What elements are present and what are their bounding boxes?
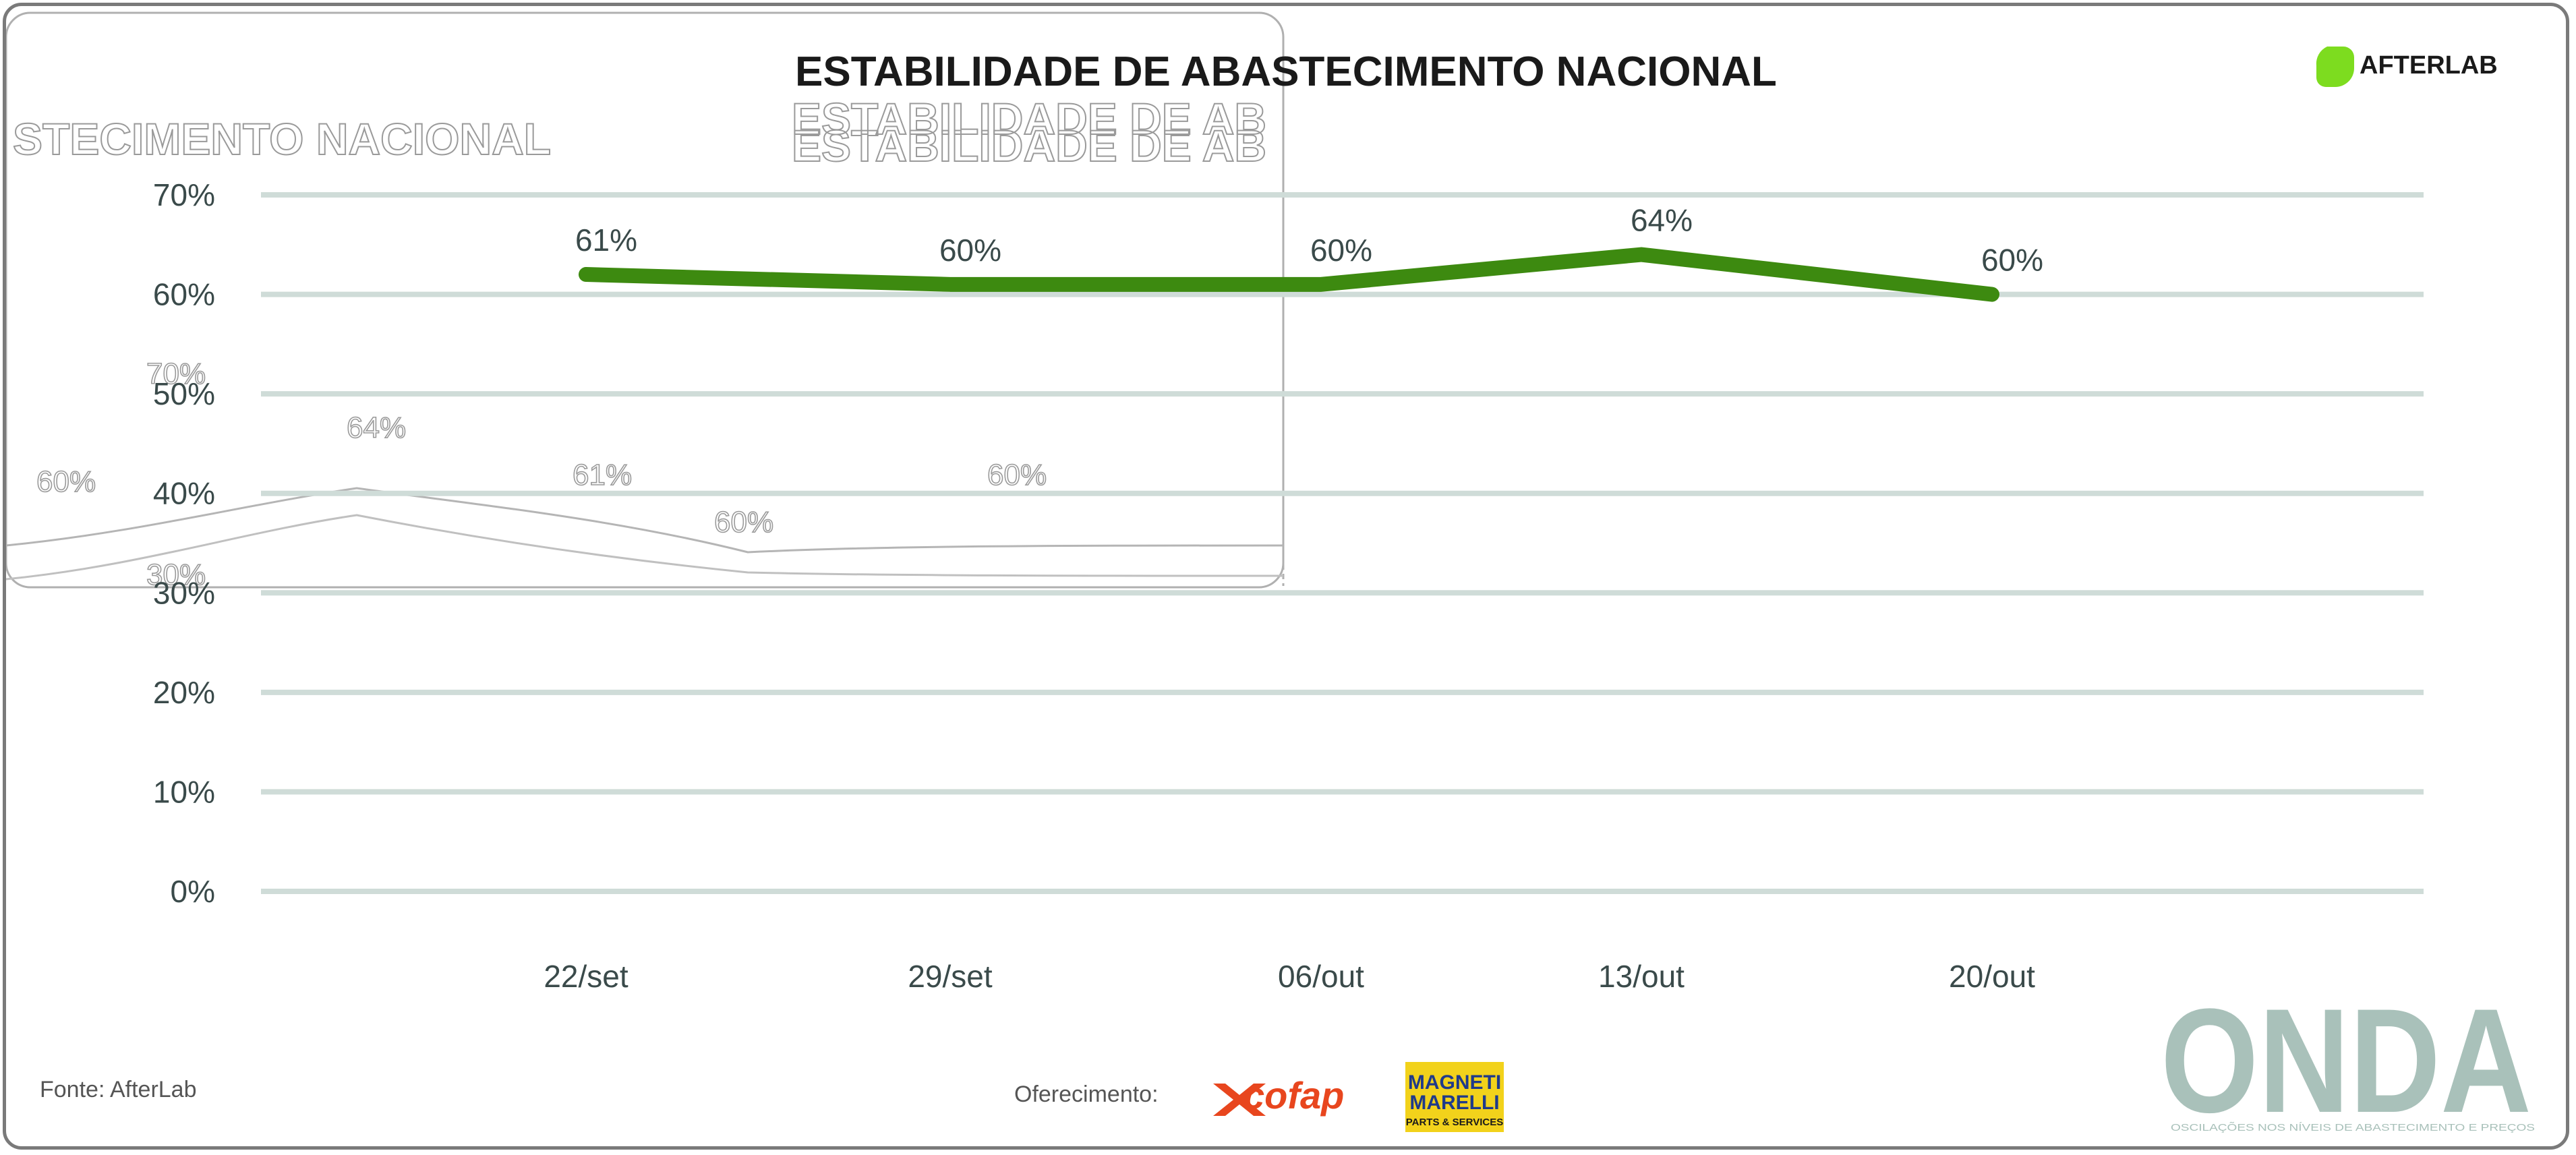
- ghost-label: 61%: [573, 458, 632, 492]
- ghost-line-1: [6, 487, 1284, 554]
- ghost-label: 30%: [146, 558, 206, 591]
- x-tick-label: 13/out: [1598, 959, 1685, 994]
- y-tick-label: 40%: [153, 476, 215, 511]
- onda-logo: ONDA OSCILAÇÕES NOS NÍVEIS DE ABASTECIME…: [2161, 978, 2535, 1144]
- cofap-wordmark: cofap: [1243, 1074, 1344, 1117]
- ghost-label: 70%: [146, 357, 206, 390]
- onda-wordmark: ONDA: [2161, 978, 2531, 1144]
- data-label: 61%: [575, 223, 637, 258]
- marelli-text: MARELLI: [1409, 1092, 1499, 1114]
- sponsor-label: Oferecimento:: [1014, 1082, 1159, 1107]
- y-tick-label: 50%: [153, 376, 215, 411]
- grid: [261, 192, 2424, 894]
- source-note: Fonte: AfterLab: [40, 1077, 197, 1102]
- y-tick-label: 70%: [153, 177, 215, 212]
- data-labels: 61% 60% 60% 64% 60%: [575, 203, 2043, 278]
- x-tick-label: 29/set: [908, 959, 993, 994]
- data-label: 60%: [1310, 233, 1372, 268]
- line-chart: STECIMENTO NACIONAL ESTABILIDADE DE AB E…: [6, 11, 2535, 1144]
- onda-tagline: OSCILAÇÕES NOS NÍVEIS DE ABASTECIMENTO E…: [2171, 1122, 2535, 1133]
- ghost-label: 60%: [36, 465, 96, 498]
- data-label: 60%: [1981, 243, 2043, 278]
- afterlab-logo: AFTERLAB: [2316, 47, 2498, 87]
- parts-services-text: PARTS & SERVICES: [1406, 1117, 1503, 1128]
- ghost-label: 60%: [714, 506, 773, 539]
- x-tick-label: 22/set: [544, 959, 628, 994]
- afterlab-mark-icon: [2316, 47, 2354, 87]
- ghost-title-fragment-2: ESTABILIDADE DE AB: [792, 94, 1266, 144]
- data-label: 64%: [1631, 203, 1693, 238]
- cofap-logo: cofap: [1213, 1074, 1344, 1117]
- afterlab-wordmark: AFTERLAB: [2360, 51, 2498, 80]
- y-tick-label: 10%: [153, 774, 215, 809]
- ghost-label: 60%: [987, 458, 1047, 492]
- ghost-overlay: STECIMENTO NACIONAL ESTABILIDADE DE AB E…: [6, 11, 1285, 592]
- x-tick-label: 06/out: [1278, 959, 1364, 994]
- y-axis-ticks: 0% 10% 20% 30% 40% 50% 60% 70%: [153, 177, 215, 909]
- y-tick-label: 20%: [153, 675, 215, 710]
- magneti-text: MAGNETI: [1408, 1071, 1501, 1094]
- ghost-title-fragment-3: ESTABILIDADE DE AB: [792, 121, 1266, 171]
- ghost-line-2: [6, 514, 1284, 581]
- x-tick-label: 20/out: [1949, 959, 2035, 994]
- chart-title: ESTABILIDADE DE ABASTECIMENTO NACIONAL: [795, 49, 1777, 95]
- data-label: 60%: [939, 233, 1001, 268]
- chart-frame: STECIMENTO NACIONAL ESTABILIDADE DE AB E…: [3, 3, 2569, 1150]
- ghost-label: 64%: [347, 411, 406, 444]
- ghost-title-fragment: STECIMENTO NACIONAL: [13, 114, 551, 164]
- magneti-marelli-badge: [1405, 1062, 1504, 1132]
- y-tick-label: 30%: [153, 575, 215, 610]
- y-tick-label: 0%: [171, 874, 215, 909]
- y-tick-label: 60%: [153, 277, 215, 312]
- x-axis-ticks: 22/set 29/set 06/out 13/out 20/out: [544, 959, 2035, 994]
- series-line: [579, 247, 1999, 302]
- magneti-marelli-logo: MAGNETI MARELLI PARTS & SERVICES: [1405, 1062, 1504, 1132]
- cofap-x-icon: [1213, 1084, 1266, 1116]
